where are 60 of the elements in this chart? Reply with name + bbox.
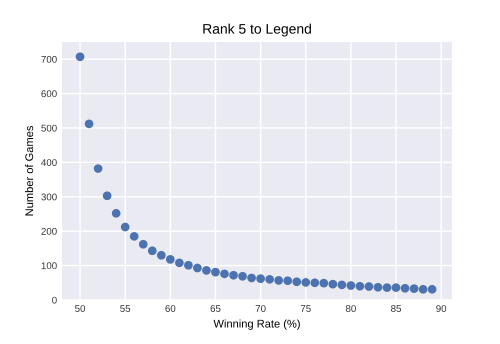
- point: [76, 52, 84, 62]
- point: [229, 270, 238, 280]
- point: [356, 282, 364, 291]
- point: [130, 232, 139, 241]
- x-tick-label: 50: [75, 305, 86, 312]
- y-tick-label: 500: [41, 124, 57, 132]
- point: [102, 191, 112, 200]
- y-tick-label: 300: [41, 194, 57, 200]
- point: [374, 282, 382, 292]
- point: [346, 281, 356, 290]
- point: [247, 274, 256, 282]
- point: [265, 274, 274, 284]
- point: [156, 250, 166, 260]
- point: [319, 278, 328, 288]
- x-tick-label: 80: [346, 305, 356, 312]
- point: [274, 276, 284, 285]
- point: [364, 282, 374, 291]
- x-tick-label: 90: [436, 305, 446, 312]
- x-tick-label: 65: [210, 305, 220, 312]
- point: [184, 260, 193, 270]
- point: [392, 283, 400, 292]
- point: [337, 280, 346, 290]
- x-tick-label: 75: [300, 305, 311, 312]
- point: [428, 284, 437, 294]
- point: [256, 274, 265, 284]
- point: [148, 246, 157, 256]
- y-tick-label: 0: [52, 296, 57, 304]
- x-tick-label: 85: [391, 305, 402, 312]
- y-tick-label: 700: [41, 56, 57, 63]
- point: [112, 208, 121, 218]
- point: [328, 280, 338, 289]
- point: [310, 278, 320, 288]
- point: [283, 276, 292, 286]
- chart-title: Rank 5 to Legend: [203, 24, 311, 37]
- point: [410, 284, 418, 293]
- x-axis-title: Winning Rate (%): [214, 319, 300, 330]
- point: [120, 222, 130, 232]
- point: [418, 284, 428, 294]
- point: [238, 272, 247, 281]
- point: [382, 283, 392, 292]
- point: [138, 240, 148, 249]
- y-tick-label: 200: [41, 228, 57, 235]
- x-tick-label: 60: [165, 305, 176, 312]
- y-axis-title: Number of Games: [25, 126, 34, 216]
- x-tick-label: 55: [120, 305, 130, 312]
- point: [166, 255, 175, 264]
- point: [94, 164, 102, 173]
- x-tick-label: 70: [256, 305, 266, 312]
- point: [292, 277, 302, 286]
- point: [202, 266, 211, 275]
- point: [220, 269, 229, 278]
- point: [301, 278, 310, 287]
- point: [174, 258, 184, 268]
- point: [211, 268, 220, 276]
- y-tick-label: 400: [41, 159, 57, 166]
- y-tick-label: 100: [42, 262, 57, 270]
- point: [400, 284, 410, 293]
- y-tick-label: 600: [41, 90, 57, 98]
- point: [84, 119, 94, 128]
- point: [193, 264, 202, 272]
